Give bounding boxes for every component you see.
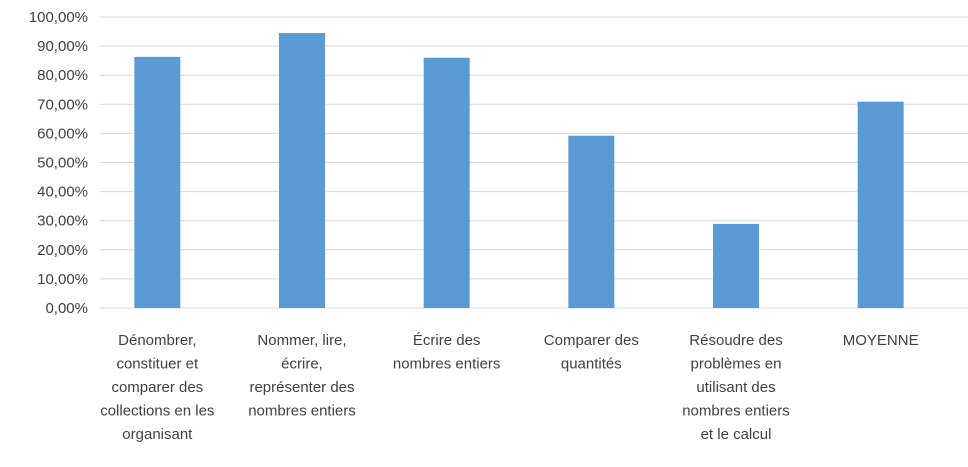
x-category-label-line: utilisant des	[696, 379, 775, 396]
bar	[568, 135, 615, 308]
y-tick-label: 70,00%	[37, 96, 88, 113]
x-category-label-line: nombres entiers	[248, 403, 356, 420]
x-category-label-line: comparer des	[111, 379, 203, 396]
x-category-label-line: Nommer, lire,	[257, 332, 346, 349]
y-tick-label: 80,00%	[37, 67, 88, 84]
bar	[857, 101, 904, 308]
bar	[134, 56, 181, 308]
x-category-label: Résoudre des problèmes en utilisant des nom…	[682, 332, 790, 443]
y-tick-label: 40,00%	[37, 184, 88, 201]
x-category-label: Écrire des nombres entiers	[393, 332, 501, 373]
x-category-label-line: représenter des	[249, 379, 354, 396]
y-axis-tick-labels: 0,00% 10,00% 20,00% 30,00% 40,00% 50,00% 60,00…	[29, 9, 88, 317]
x-category-label-line: MOYENNE	[843, 332, 919, 349]
y-tick-label: 90,00%	[37, 38, 88, 55]
x-category-label-line: constituer et	[116, 356, 199, 373]
x-category-label-line: nombres entiers	[682, 403, 790, 420]
y-tick-label: 20,00%	[37, 242, 88, 259]
bar	[423, 57, 470, 308]
y-tick-label: 100,00%	[29, 9, 88, 26]
x-category-label-line: écrire,	[281, 356, 323, 373]
x-category-label-line: problèmes en	[691, 356, 782, 373]
x-category-label-line: Résoudre des	[689, 332, 782, 349]
x-category-label: MOYENNE	[843, 332, 919, 349]
bar	[279, 33, 325, 308]
x-category-label-line: Dénombrer,	[118, 332, 196, 349]
x-category-label: Nommer, lire, écrire, représenter des nombr…	[248, 332, 356, 420]
x-category-label-line: quantités	[561, 356, 622, 373]
y-tick-label: 30,00%	[37, 213, 88, 230]
bar	[713, 223, 759, 308]
x-category-label-line: nombres entiers	[393, 356, 501, 373]
x-category-label: Dénombrer, constituer et comparer des colle…	[100, 332, 214, 443]
x-axis-category-labels: Dénombrer, constituer et comparer des colle…	[100, 332, 918, 443]
x-category-label-line: organisant	[122, 426, 193, 443]
x-category-label-line: Comparer des	[544, 332, 639, 349]
y-tick-label: 0,00%	[45, 300, 88, 317]
y-tick-label: 10,00%	[37, 271, 88, 288]
x-category-label-line: Écrire des	[413, 332, 481, 349]
gridlines	[100, 16, 968, 309]
x-category-label-line: et le calcul	[701, 426, 772, 443]
y-tick-label: 50,00%	[37, 155, 88, 172]
y-tick-label: 60,00%	[37, 125, 88, 142]
x-category-label-line: collections en les	[100, 403, 214, 420]
x-category-label: Comparer des quantités	[544, 332, 639, 373]
bars	[134, 33, 904, 308]
